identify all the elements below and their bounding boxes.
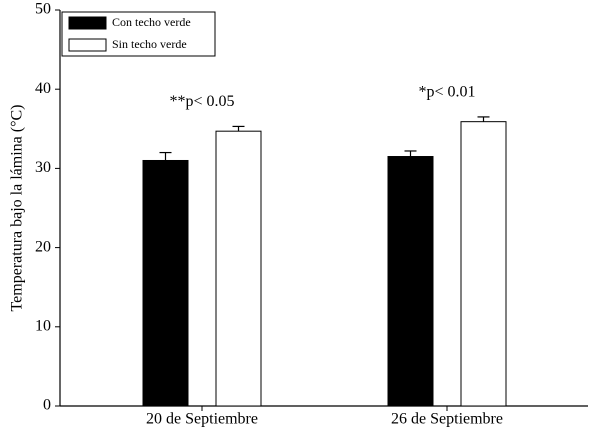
annotation: **p< 0.05 [169,93,234,110]
legend-swatch [68,38,107,52]
y-tick-label: 0 [43,397,51,414]
y-tick-label: 30 [35,159,51,176]
y-tick-label: 40 [35,80,51,97]
legend-label: Con techo verde [112,15,191,29]
y-tick-label: 20 [35,238,51,255]
bar [460,121,507,407]
bar [215,130,262,407]
y-tick-label: 10 [35,317,51,334]
legend-label: Sin techo verde [112,37,187,51]
legend-swatch [68,16,107,30]
y-tick-label: 50 [35,1,51,18]
x-tick-label: 20 de Septiembre [146,411,258,428]
bar [142,159,189,407]
bar [387,156,434,407]
annotation: *p< 0.01 [418,84,475,101]
x-tick-label: 26 de Septiembre [391,411,503,428]
y-axis-label: Temperatura bajo la lámina (°C) [9,105,26,312]
